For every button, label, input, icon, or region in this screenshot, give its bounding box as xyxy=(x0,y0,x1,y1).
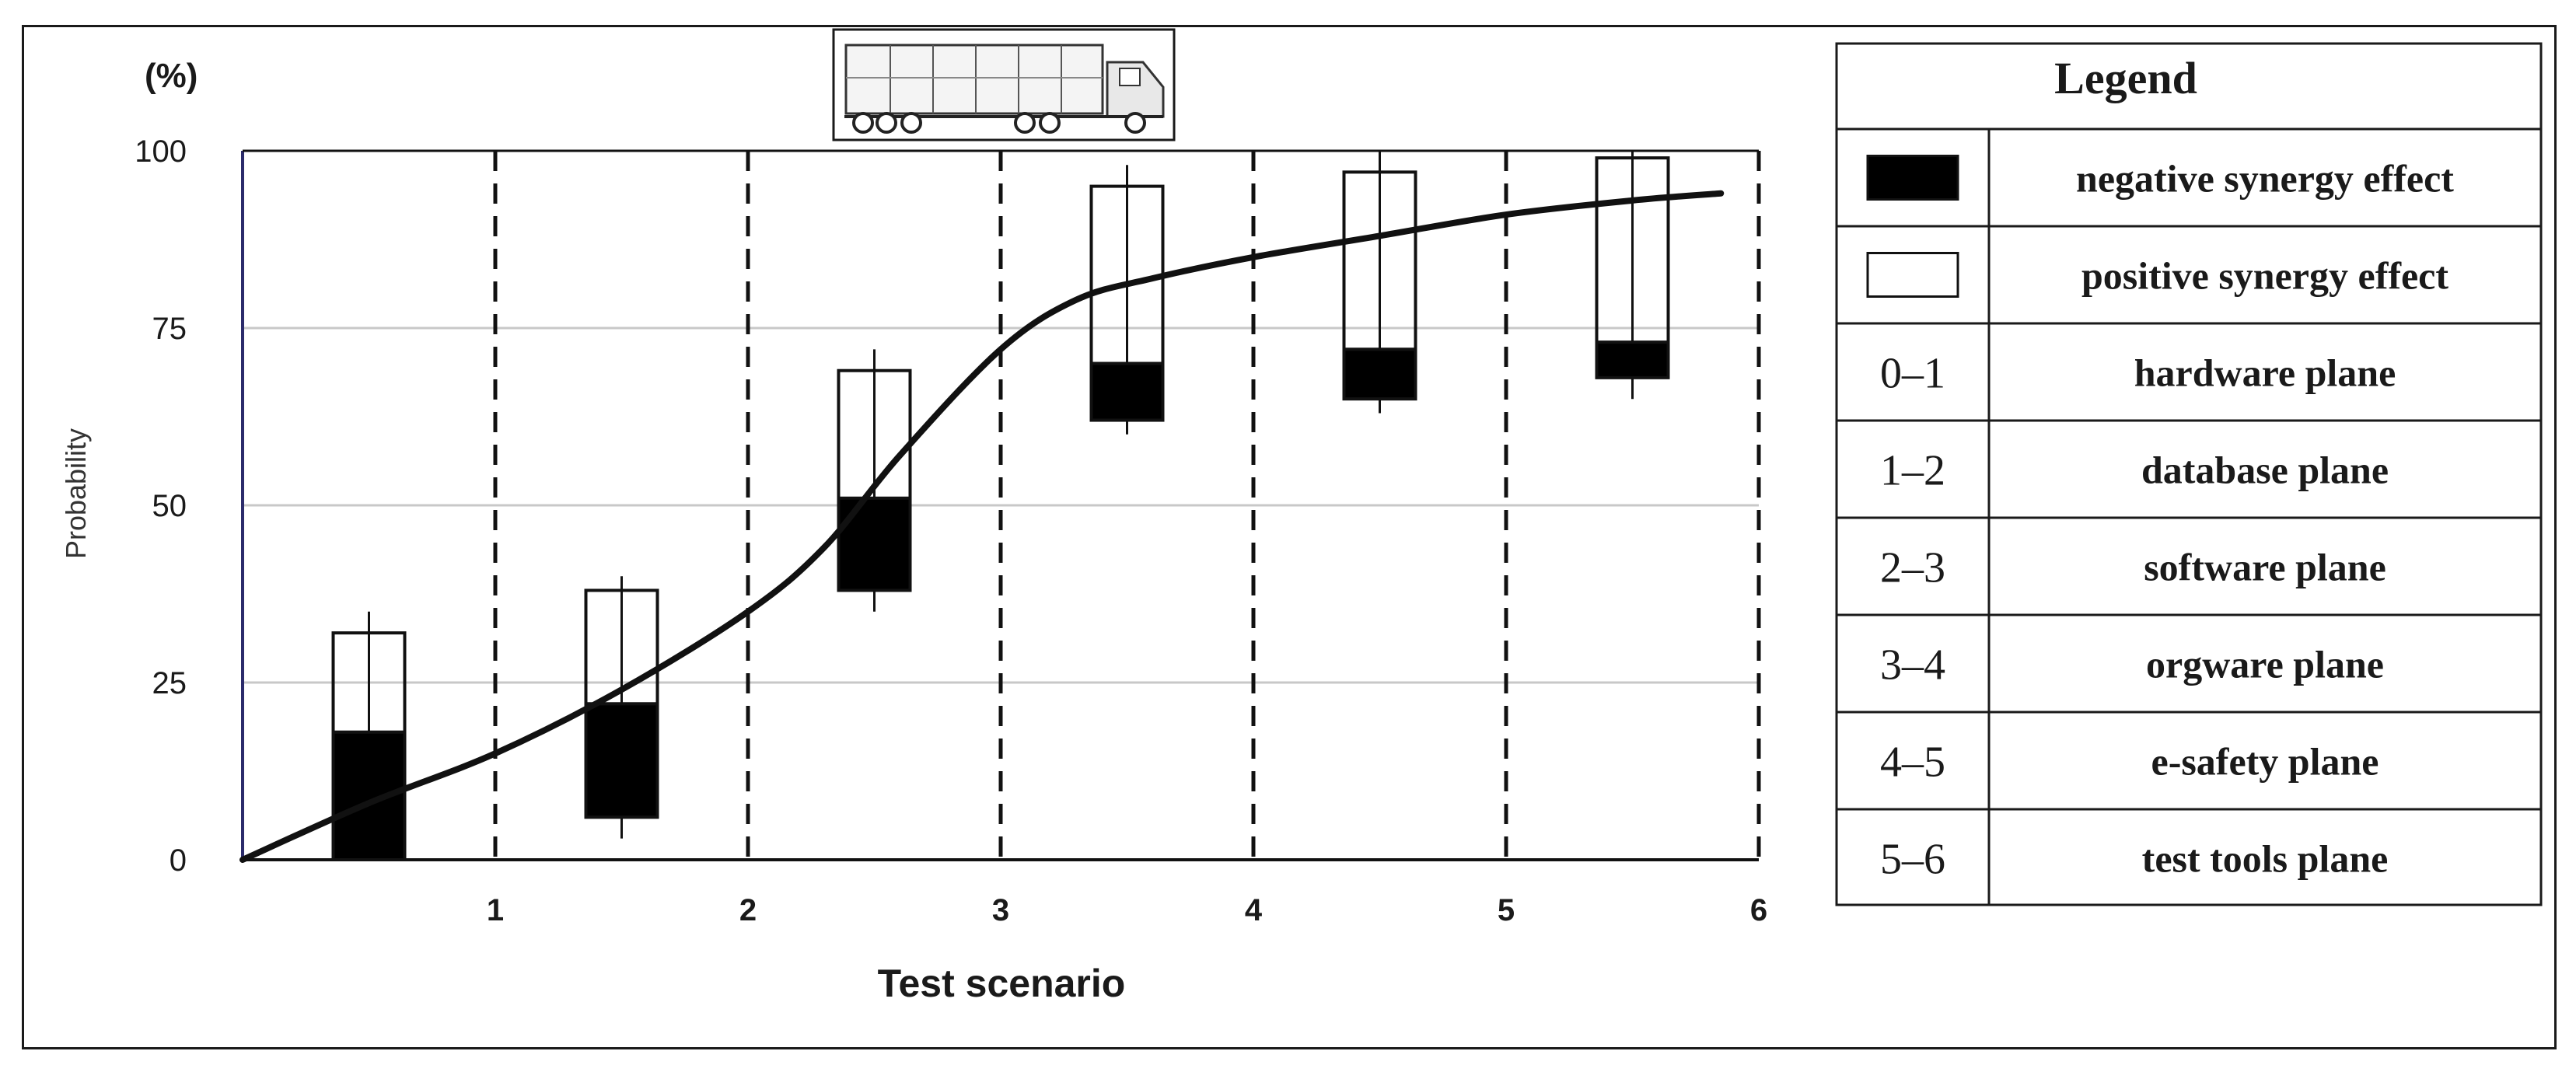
legend-label: orgware plane xyxy=(2146,643,2384,686)
y-tick-label: 75 xyxy=(152,312,187,346)
y-unit-label: (%) xyxy=(145,57,197,95)
legend-label: hardware plane xyxy=(2134,351,2396,395)
negative-synergy-box xyxy=(1342,347,1417,401)
legend-label: test tools plane xyxy=(2142,837,2389,881)
curve-layer xyxy=(239,190,1725,863)
legend-key: 1–2 xyxy=(1880,447,1945,495)
negative-synergy-box xyxy=(1089,361,1165,422)
box-layer xyxy=(331,151,1670,862)
x-axis-label: Test scenario xyxy=(878,962,1126,1005)
negative-synergy-box xyxy=(837,496,912,592)
legend-label: negative synergy effect xyxy=(2076,157,2454,201)
legend-key: 5–6 xyxy=(1880,836,1945,884)
legend-key: 4–5 xyxy=(1880,739,1945,787)
negative-synergy-box xyxy=(1595,340,1670,379)
legend-label: database plane xyxy=(2141,449,2389,492)
y-axis-label: Probability xyxy=(60,428,92,559)
positive-synergy-box xyxy=(1595,156,1670,344)
positive-synergy-box xyxy=(331,631,407,734)
x-tick-label: 4 xyxy=(1245,893,1263,927)
truck-icon xyxy=(832,28,1176,141)
negative-synergy-box xyxy=(584,702,659,819)
x-tick-label: 3 xyxy=(992,893,1009,927)
tick-labels: 0 25 50 75 100 1 2 3 4 5 6 xyxy=(135,134,1767,927)
y-tick-label: 50 xyxy=(152,489,187,523)
axes xyxy=(241,149,1759,861)
y-tick-label: 25 xyxy=(152,666,187,700)
probability-curve xyxy=(239,190,1725,863)
scenario-separators xyxy=(493,151,1761,860)
y-tick-label: 0 xyxy=(170,843,187,878)
legend-key: 0–1 xyxy=(1880,350,1945,398)
negative-swatch xyxy=(1866,155,1959,201)
positive-synergy-box xyxy=(1342,170,1417,351)
x-tick-label: 2 xyxy=(739,893,757,927)
legend-title: Legend xyxy=(2054,53,2197,103)
legend: Legend negative synergy effect positive s… xyxy=(1835,42,2543,906)
legend-key: 3–4 xyxy=(1880,641,1945,690)
legend-rows: negative synergy effect positive synergy … xyxy=(1837,127,2541,905)
legend-label: positive synergy effect xyxy=(2081,254,2448,298)
x-tick-label: 6 xyxy=(1750,893,1767,927)
legend-key: 2–3 xyxy=(1880,544,1945,592)
y-tick-label: 100 xyxy=(135,134,187,169)
x-tick-label: 1 xyxy=(487,893,504,927)
positive-swatch xyxy=(1866,252,1959,298)
legend-label: e-safety plane xyxy=(2151,740,2379,784)
positive-synergy-box xyxy=(837,368,912,500)
x-tick-label: 5 xyxy=(1498,893,1515,927)
positive-synergy-box xyxy=(1089,184,1165,365)
legend-label: software plane xyxy=(2144,546,2386,589)
